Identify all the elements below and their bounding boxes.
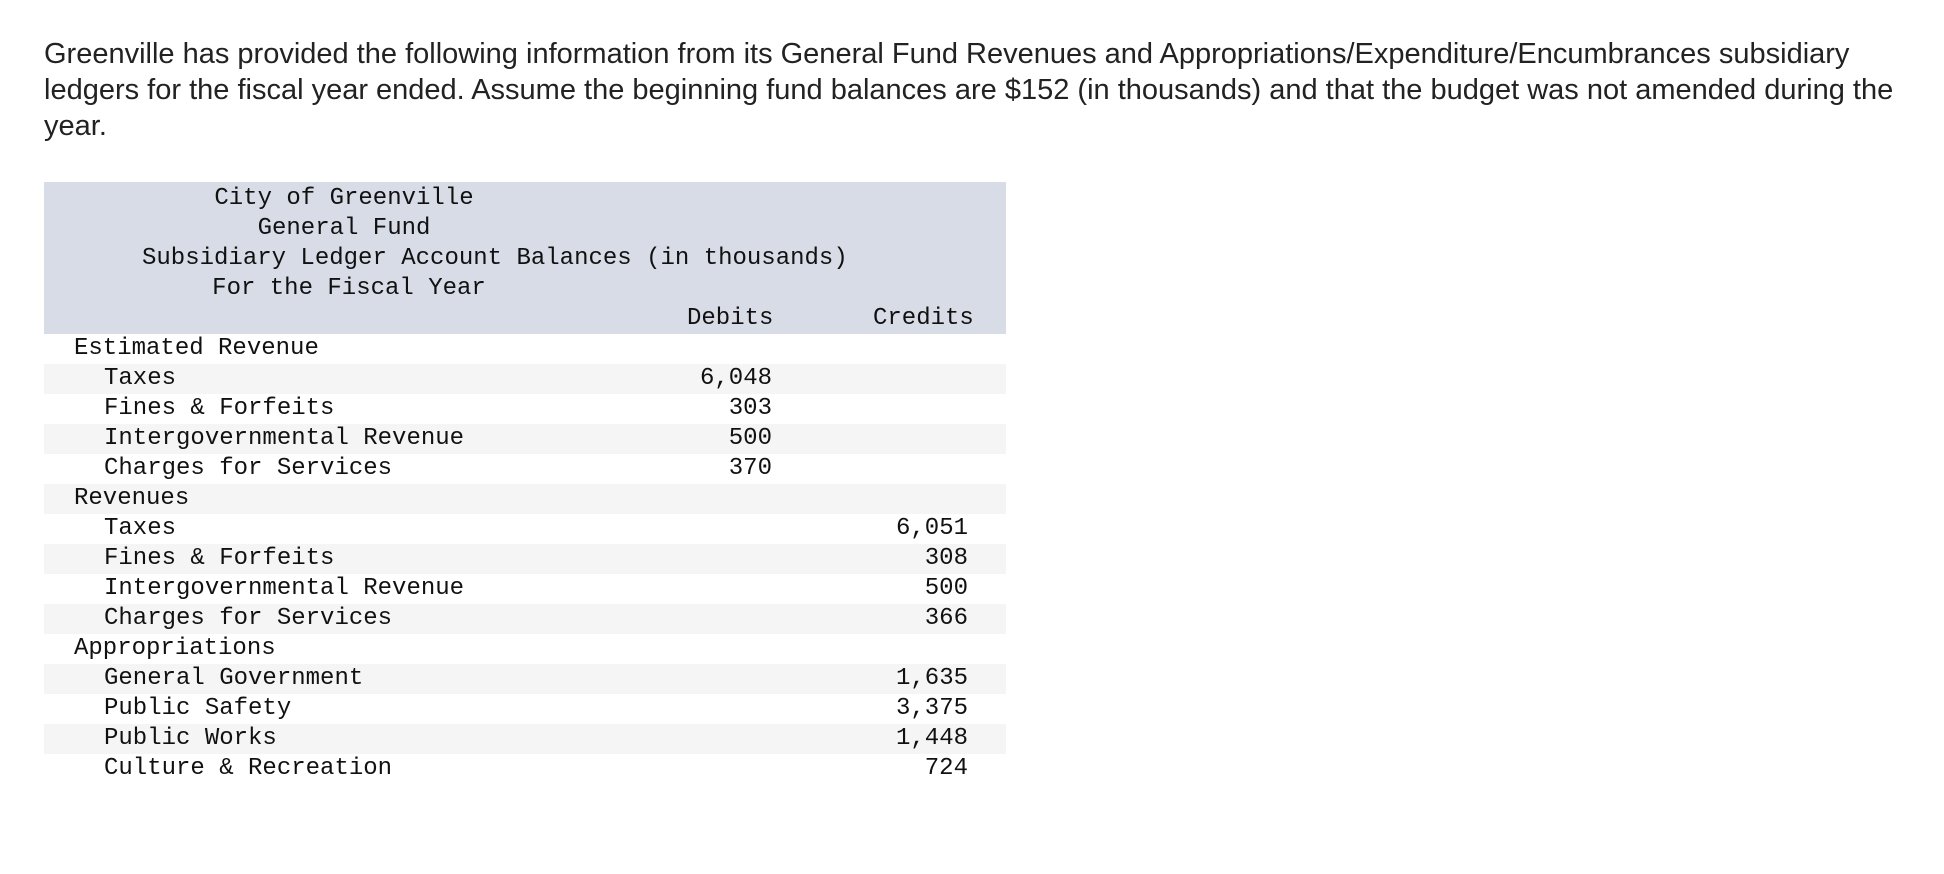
row-label: Revenues (74, 485, 190, 512)
row-label: Charges for Services (104, 455, 393, 482)
row-label: Intergovernmental Revenue (104, 575, 465, 602)
row-label: General Government (104, 665, 364, 692)
row-label: Appropriations (74, 635, 276, 662)
table-row: Taxes 6,051 (44, 514, 1006, 544)
row-label: Intergovernmental Revenue (104, 425, 465, 452)
debits-column-header: Debits (687, 305, 774, 332)
ledger-title-city: City of Greenville (214, 185, 474, 212)
table-row: Intergovernmental Revenue 500 (44, 574, 1006, 604)
debit-value: 6,048 (699, 365, 772, 392)
ledger-title-description: Subsidiary Ledger Account Balances (in t… (142, 245, 848, 272)
row-label: Fines & Forfeits (104, 395, 335, 422)
ledger-header: City of Greenville General Fund Subsidia… (44, 182, 1006, 334)
table-row: Culture & Recreation 724 (44, 754, 1006, 784)
table-row: Charges for Services 370 (44, 454, 1006, 484)
table-row: Intergovernmental Revenue 500 (44, 424, 1006, 454)
credit-value: 6,051 (895, 515, 968, 542)
table-row: Public Works 1,448 (44, 724, 1006, 754)
credit-value: 500 (924, 575, 968, 602)
intro-paragraph: Greenville has provided the following in… (44, 38, 1894, 142)
credit-value: 366 (924, 605, 968, 632)
row-label: Taxes (104, 515, 177, 542)
credits-column-header: Credits (873, 305, 974, 332)
credit-value: 1,448 (895, 725, 968, 752)
debit-value: 303 (728, 395, 772, 422)
section-row-estimated-revenue: Estimated Revenue (44, 334, 1006, 364)
column-headers: Debits Credits (44, 304, 1006, 334)
row-label: Taxes (104, 365, 177, 392)
credit-value: 3,375 (895, 695, 968, 722)
debit-value: 500 (728, 425, 772, 452)
credit-value: 308 (924, 545, 968, 572)
row-label: Estimated Revenue (74, 335, 319, 362)
ledger-title-fund: General Fund (257, 215, 431, 242)
table-row: Charges for Services 366 (44, 604, 1006, 634)
row-label: Public Safety (104, 695, 292, 722)
row-label: Charges for Services (104, 605, 393, 632)
row-label: Fines & Forfeits (104, 545, 335, 572)
table-row: Taxes 6,048 (44, 364, 1006, 394)
table-row: Public Safety 3,375 (44, 694, 1006, 724)
table-row: General Government 1,635 (44, 664, 1006, 694)
table-row: Fines & Forfeits 308 (44, 544, 1006, 574)
row-label: Culture & Recreation (104, 755, 393, 782)
credit-value: 1,635 (895, 665, 968, 692)
row-label: Public Works (104, 725, 277, 752)
ledger-title-period: For the Fiscal Year (212, 275, 486, 302)
debit-value: 370 (728, 455, 772, 482)
subsidiary-ledger-table: City of Greenville General Fund Subsidia… (44, 182, 1006, 784)
credit-value: 724 (924, 755, 968, 782)
section-row-appropriations: Appropriations (44, 634, 1006, 664)
section-row-revenues: Revenues (44, 484, 1006, 514)
table-row: Fines & Forfeits 303 (44, 394, 1006, 424)
